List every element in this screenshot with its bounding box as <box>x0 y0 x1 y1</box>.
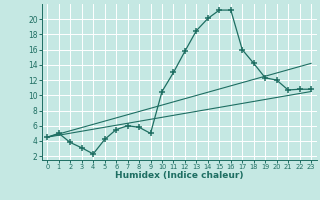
X-axis label: Humidex (Indice chaleur): Humidex (Indice chaleur) <box>115 171 244 180</box>
